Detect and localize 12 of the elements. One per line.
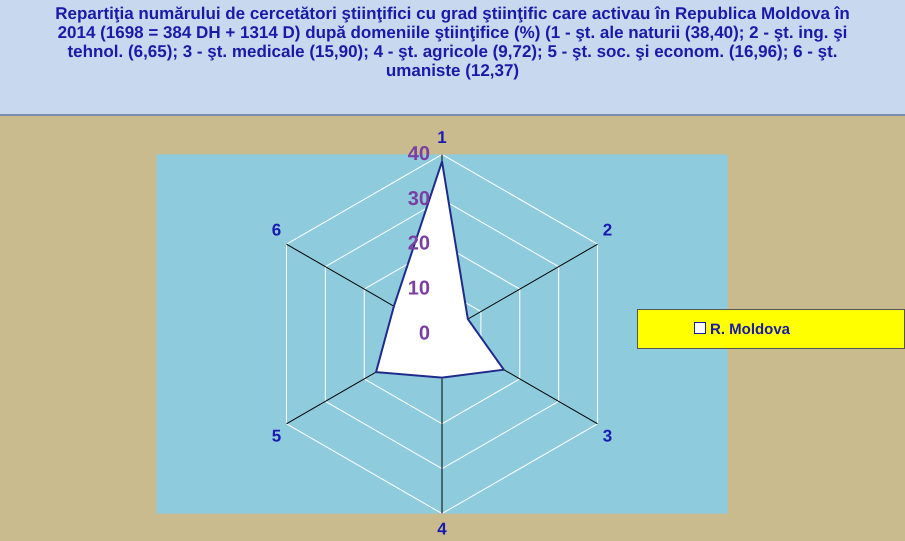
- spoke-label: 2: [602, 220, 612, 240]
- y-tick-label: 10: [408, 278, 430, 300]
- spoke-label: 3: [602, 426, 612, 446]
- spoke-label: 6: [272, 220, 282, 240]
- y-tick-label: 0: [418, 322, 430, 345]
- y-tick-label: 30: [408, 188, 430, 210]
- spoke-label: 1: [437, 128, 447, 147]
- chart-title: Repartiţia numărului de cercetători ştiinţifici cu grad ştiinţific care activau în Republica Moldova în 2014 (1698 = 384 DH + 1314 D) după domeniile ştiinţifice (%) (1 - şt. ale naturii (38,40); 2 - şt. ing. şi tehnol. (6,65); 3 - şt. medicale (15,90); 4 - şt. agricole (9,72); 5 - şt. soc. şi econom. (16,96); 6 - şt. umaniste (12,37): [0, 0, 905, 116]
- text: R. Moldova: [709, 320, 790, 338]
- y-tick-label: 40: [408, 142, 430, 165]
- spoke-label: 4: [437, 519, 448, 538]
- spoke-label: 5: [272, 426, 282, 446]
